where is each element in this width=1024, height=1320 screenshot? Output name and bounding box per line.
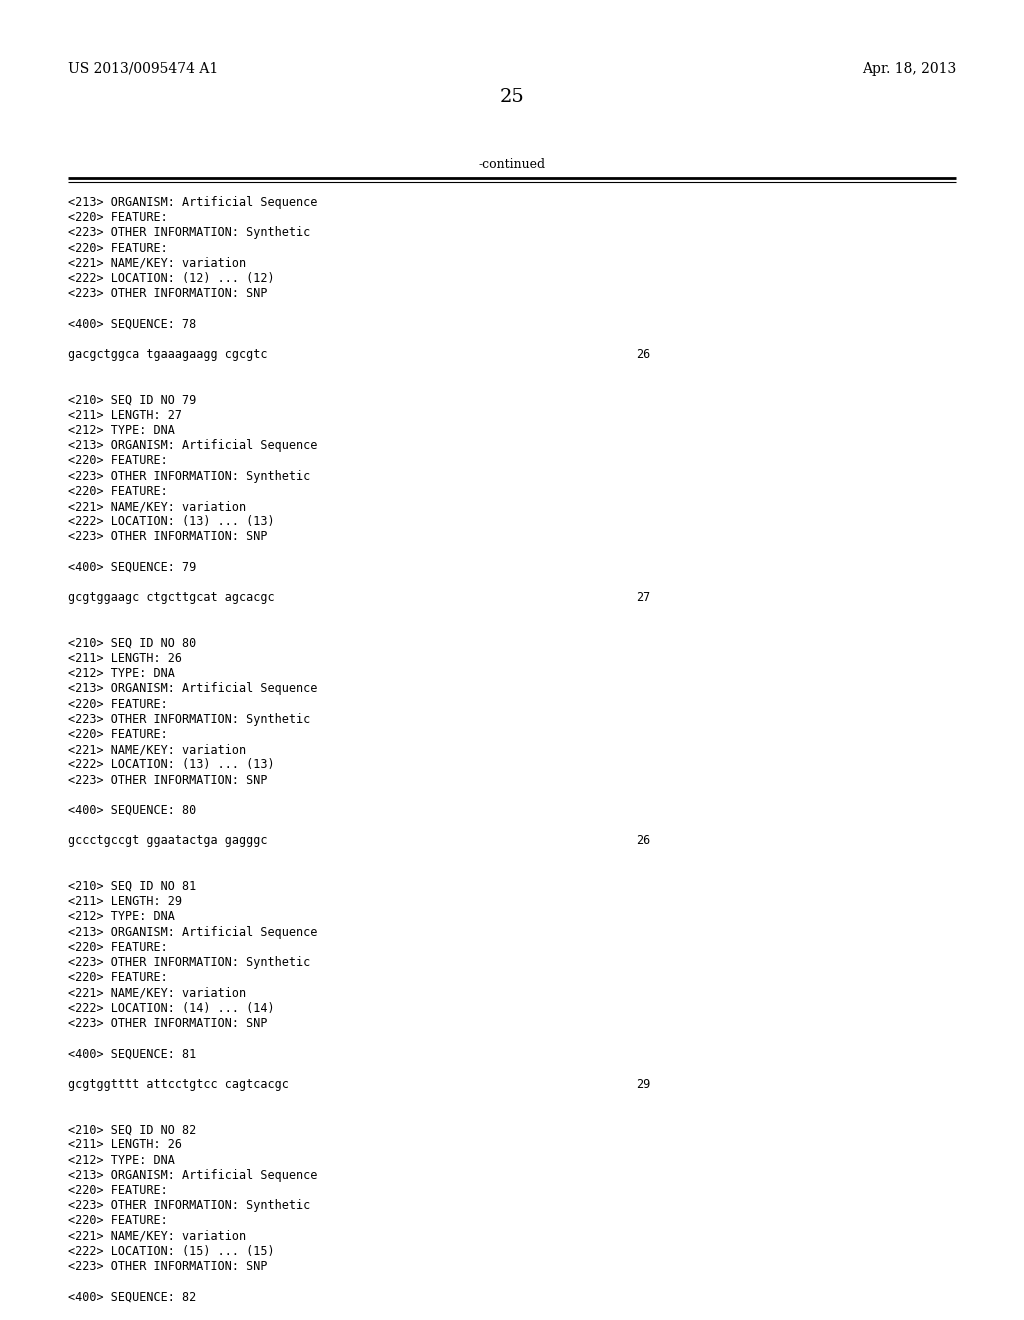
Text: 27: 27 [636, 591, 650, 605]
Text: <211> LENGTH: 26: <211> LENGTH: 26 [68, 1138, 182, 1151]
Text: <223> OTHER INFORMATION: Synthetic: <223> OTHER INFORMATION: Synthetic [68, 1199, 310, 1212]
Text: <221> NAME/KEY: variation: <221> NAME/KEY: variation [68, 1230, 246, 1242]
Text: <220> FEATURE:: <220> FEATURE: [68, 242, 168, 255]
Text: <220> FEATURE:: <220> FEATURE: [68, 1184, 168, 1197]
Text: 25: 25 [500, 88, 524, 106]
Text: <223> OTHER INFORMATION: SNP: <223> OTHER INFORMATION: SNP [68, 1261, 267, 1272]
Text: <220> FEATURE:: <220> FEATURE: [68, 972, 168, 985]
Text: <223> OTHER INFORMATION: Synthetic: <223> OTHER INFORMATION: Synthetic [68, 470, 310, 483]
Text: 29: 29 [636, 1077, 650, 1090]
Text: 26: 26 [636, 348, 650, 360]
Text: <221> NAME/KEY: variation: <221> NAME/KEY: variation [68, 743, 246, 756]
Text: <222> LOCATION: (14) ... (14): <222> LOCATION: (14) ... (14) [68, 1002, 274, 1015]
Text: <220> FEATURE:: <220> FEATURE: [68, 484, 168, 498]
Text: <221> NAME/KEY: variation: <221> NAME/KEY: variation [68, 986, 246, 999]
Text: <223> OTHER INFORMATION: SNP: <223> OTHER INFORMATION: SNP [68, 531, 267, 544]
Text: <220> FEATURE:: <220> FEATURE: [68, 697, 168, 710]
Text: gcgtggaagc ctgcttgcat agcacgc: gcgtggaagc ctgcttgcat agcacgc [68, 591, 274, 605]
Text: gcgtggtttt attcctgtcc cagtcacgc: gcgtggtttt attcctgtcc cagtcacgc [68, 1077, 289, 1090]
Text: <223> OTHER INFORMATION: Synthetic: <223> OTHER INFORMATION: Synthetic [68, 713, 310, 726]
Text: <221> NAME/KEY: variation: <221> NAME/KEY: variation [68, 257, 246, 269]
Text: <211> LENGTH: 27: <211> LENGTH: 27 [68, 409, 182, 422]
Text: <400> SEQUENCE: 81: <400> SEQUENCE: 81 [68, 1047, 197, 1060]
Text: <210> SEQ ID NO 79: <210> SEQ ID NO 79 [68, 393, 197, 407]
Text: <220> FEATURE:: <220> FEATURE: [68, 729, 168, 741]
Text: <210> SEQ ID NO 80: <210> SEQ ID NO 80 [68, 636, 197, 649]
Text: <400> SEQUENCE: 78: <400> SEQUENCE: 78 [68, 318, 197, 330]
Text: <221> NAME/KEY: variation: <221> NAME/KEY: variation [68, 500, 246, 513]
Text: -continued: -continued [478, 158, 546, 172]
Text: <222> LOCATION: (13) ... (13): <222> LOCATION: (13) ... (13) [68, 515, 274, 528]
Text: <212> TYPE: DNA: <212> TYPE: DNA [68, 424, 175, 437]
Text: <212> TYPE: DNA: <212> TYPE: DNA [68, 667, 175, 680]
Text: Apr. 18, 2013: Apr. 18, 2013 [862, 62, 956, 77]
Text: <400> SEQUENCE: 79: <400> SEQUENCE: 79 [68, 561, 197, 574]
Text: 26: 26 [636, 834, 650, 847]
Text: <222> LOCATION: (12) ... (12): <222> LOCATION: (12) ... (12) [68, 272, 274, 285]
Text: US 2013/0095474 A1: US 2013/0095474 A1 [68, 62, 218, 77]
Text: <223> OTHER INFORMATION: SNP: <223> OTHER INFORMATION: SNP [68, 1016, 267, 1030]
Text: gacgctggca tgaaagaagg cgcgtc: gacgctggca tgaaagaagg cgcgtc [68, 348, 267, 360]
Text: <400> SEQUENCE: 82: <400> SEQUENCE: 82 [68, 1291, 197, 1303]
Text: <220> FEATURE:: <220> FEATURE: [68, 454, 168, 467]
Text: <223> OTHER INFORMATION: SNP: <223> OTHER INFORMATION: SNP [68, 288, 267, 300]
Text: <212> TYPE: DNA: <212> TYPE: DNA [68, 1154, 175, 1167]
Text: <223> OTHER INFORMATION: Synthetic: <223> OTHER INFORMATION: Synthetic [68, 227, 310, 239]
Text: <210> SEQ ID NO 82: <210> SEQ ID NO 82 [68, 1123, 197, 1137]
Text: <220> FEATURE:: <220> FEATURE: [68, 211, 168, 224]
Text: <222> LOCATION: (15) ... (15): <222> LOCATION: (15) ... (15) [68, 1245, 274, 1258]
Text: <213> ORGANISM: Artificial Sequence: <213> ORGANISM: Artificial Sequence [68, 195, 317, 209]
Text: <211> LENGTH: 26: <211> LENGTH: 26 [68, 652, 182, 665]
Text: <400> SEQUENCE: 80: <400> SEQUENCE: 80 [68, 804, 197, 817]
Text: <223> OTHER INFORMATION: SNP: <223> OTHER INFORMATION: SNP [68, 774, 267, 787]
Text: <222> LOCATION: (13) ... (13): <222> LOCATION: (13) ... (13) [68, 759, 274, 771]
Text: gccctgccgt ggaatactga gagggc: gccctgccgt ggaatactga gagggc [68, 834, 267, 847]
Text: <213> ORGANISM: Artificial Sequence: <213> ORGANISM: Artificial Sequence [68, 440, 317, 453]
Text: <213> ORGANISM: Artificial Sequence: <213> ORGANISM: Artificial Sequence [68, 682, 317, 696]
Text: <220> FEATURE:: <220> FEATURE: [68, 941, 168, 954]
Text: <210> SEQ ID NO 81: <210> SEQ ID NO 81 [68, 880, 197, 894]
Text: <212> TYPE: DNA: <212> TYPE: DNA [68, 911, 175, 924]
Text: <220> FEATURE:: <220> FEATURE: [68, 1214, 168, 1228]
Text: <211> LENGTH: 29: <211> LENGTH: 29 [68, 895, 182, 908]
Text: <213> ORGANISM: Artificial Sequence: <213> ORGANISM: Artificial Sequence [68, 925, 317, 939]
Text: <213> ORGANISM: Artificial Sequence: <213> ORGANISM: Artificial Sequence [68, 1168, 317, 1181]
Text: <223> OTHER INFORMATION: Synthetic: <223> OTHER INFORMATION: Synthetic [68, 956, 310, 969]
